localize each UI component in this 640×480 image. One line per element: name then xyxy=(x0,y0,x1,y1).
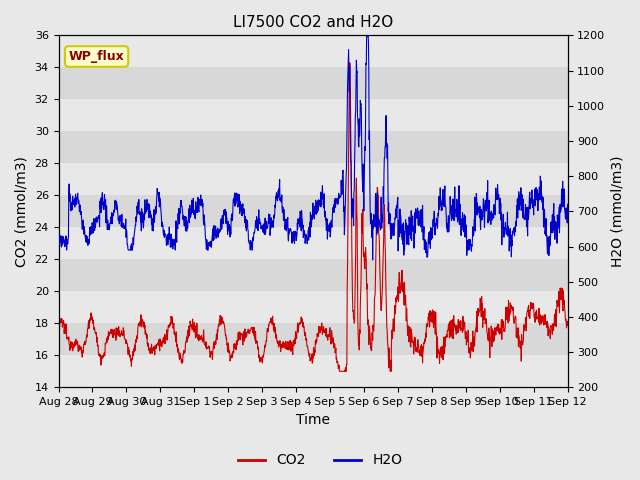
Bar xyxy=(58,195,568,228)
Bar xyxy=(58,132,568,163)
Bar xyxy=(58,99,568,132)
Text: WP_flux: WP_flux xyxy=(68,50,124,63)
Y-axis label: CO2 (mmol/m3): CO2 (mmol/m3) xyxy=(15,156,29,267)
X-axis label: Time: Time xyxy=(296,413,330,427)
Bar xyxy=(58,36,568,67)
Bar xyxy=(58,355,568,387)
Bar xyxy=(58,67,568,99)
Bar xyxy=(58,324,568,355)
Bar xyxy=(58,259,568,291)
Y-axis label: H2O (mmol/m3): H2O (mmol/m3) xyxy=(611,156,625,267)
Bar xyxy=(58,291,568,324)
Title: LI7500 CO2 and H2O: LI7500 CO2 and H2O xyxy=(233,15,393,30)
Bar xyxy=(58,228,568,259)
Legend: CO2, H2O: CO2, H2O xyxy=(232,448,408,473)
Bar xyxy=(58,163,568,195)
